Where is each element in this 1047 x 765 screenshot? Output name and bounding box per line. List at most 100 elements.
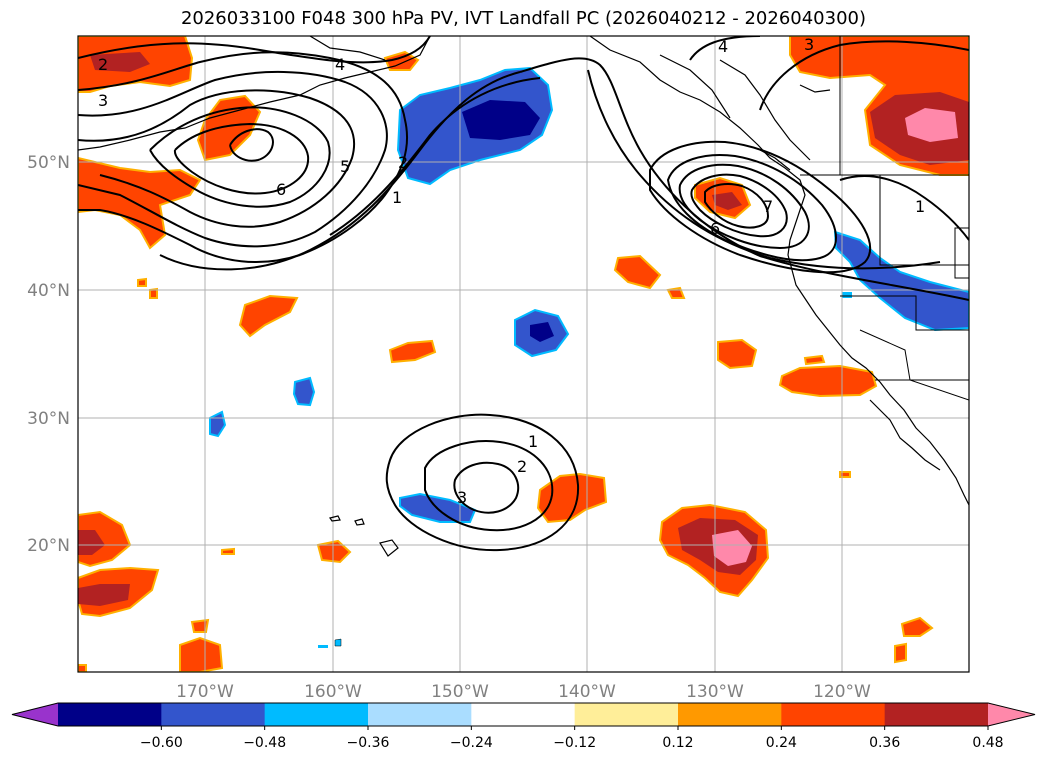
lat-label: 50°N xyxy=(27,153,70,173)
map-frame xyxy=(77,35,970,673)
colorbar-extend-min xyxy=(12,703,58,726)
positive-anomaly-region xyxy=(712,530,752,566)
positive-anomaly-region xyxy=(179,636,224,672)
colorbar-segment xyxy=(58,703,162,726)
colorbar-tick-label: −0.24 xyxy=(450,735,493,751)
contour-labels: 2 3 4 5 6 1 2 4 3 7 6 1 1 2 3 xyxy=(98,35,925,507)
pv-contour-line xyxy=(173,122,310,195)
pv-contour-line xyxy=(385,413,580,552)
contour-label: 3 xyxy=(457,488,467,507)
positive-anomaly-region xyxy=(613,254,662,290)
negative-anomaly-region xyxy=(334,638,342,647)
lat-label: 20°N xyxy=(27,536,70,556)
contour-label: 5 xyxy=(340,157,350,176)
positive-anomaly-region xyxy=(137,277,147,287)
colorbar-extend-max xyxy=(988,703,1035,726)
positive-anomaly-region xyxy=(905,108,958,142)
pv-contour-line xyxy=(329,77,541,236)
pv-contour-line xyxy=(649,140,871,274)
negative-anomaly-region xyxy=(292,376,316,407)
positive-anomaly-region xyxy=(238,294,299,338)
contour-label: 4 xyxy=(335,55,345,74)
positive-anomaly-region xyxy=(190,618,210,633)
colorbar-segment xyxy=(264,703,369,726)
positive-anomaly-region xyxy=(900,616,934,637)
graticule xyxy=(78,36,969,672)
pv-contour-line xyxy=(453,461,520,514)
lat-label: 30°N xyxy=(27,409,70,429)
colorbar-tick-label: 0.36 xyxy=(869,735,900,751)
pv-contour-line xyxy=(149,106,331,208)
colorbar-segment xyxy=(471,703,576,726)
positive-anomaly-region xyxy=(90,52,150,72)
contour-label: 2 xyxy=(98,55,108,74)
political-borders xyxy=(800,36,969,401)
colorbar-tick-label: −0.12 xyxy=(553,735,596,751)
positive-anomaly-region xyxy=(778,364,878,398)
pv-contour-line xyxy=(666,154,837,262)
ivt-shading xyxy=(78,36,969,672)
positive-anomaly-region xyxy=(894,642,907,664)
contour-label: 4 xyxy=(718,37,728,56)
contour-label: 1 xyxy=(915,197,925,216)
contour-label: 3 xyxy=(804,35,814,54)
colorbar-segment xyxy=(161,703,266,726)
contour-label: 2 xyxy=(398,153,408,172)
positive-anomaly-region xyxy=(803,354,826,366)
positive-anomaly-region xyxy=(717,338,758,370)
positive-anomaly-region xyxy=(149,287,158,299)
positive-anomaly-region xyxy=(78,664,87,672)
contour-label: 6 xyxy=(710,219,720,238)
colorbar: −0.60 −0.48 −0.36 −0.24 −0.12 0.12 0.24 0.36 0.4… xyxy=(11,702,1036,751)
lon-label: 170°W xyxy=(176,682,234,702)
colorbar-outline xyxy=(11,702,1036,727)
pv-contour-line xyxy=(704,183,770,229)
lon-label: 130°W xyxy=(686,682,744,702)
pv-contour-line xyxy=(690,173,788,238)
colorbar-segment xyxy=(781,703,886,726)
positive-anomaly-region xyxy=(78,530,105,555)
colorbar-tick-label: −0.48 xyxy=(243,735,286,751)
lon-label: 140°W xyxy=(558,682,616,702)
contour-label: 1 xyxy=(392,188,402,207)
colorbar-segment xyxy=(678,703,782,726)
pv-contour-line xyxy=(424,440,554,532)
contour-label: 1 xyxy=(528,432,538,451)
colorbar-segment xyxy=(368,703,472,726)
contour-label: 6 xyxy=(276,180,286,199)
negative-anomaly-region xyxy=(462,100,540,140)
positive-anomaly-region xyxy=(388,339,437,364)
contour-label: 2 xyxy=(517,457,527,476)
pv-contours xyxy=(78,36,969,552)
negative-anomaly-region xyxy=(318,645,328,648)
map-title: 2026033100 F048 300 hPa PV, IVT Landfall… xyxy=(180,8,867,29)
colorbar-tick-label: 0.24 xyxy=(766,735,797,751)
positive-anomaly-region xyxy=(221,547,235,555)
colorbar-segment xyxy=(884,703,989,726)
pv-contour-line xyxy=(78,51,409,264)
latitude-labels: 50°N 40°N 30°N 20°N xyxy=(27,153,70,556)
pv-contour-line xyxy=(78,36,431,64)
longitude-labels: 170°W 160°W 150°W 140°W 130°W 120°W xyxy=(176,682,871,702)
colorbar-tick-label: −0.36 xyxy=(347,735,390,751)
lon-label: 150°W xyxy=(431,682,489,702)
pv-contour-line xyxy=(519,57,969,301)
lat-label: 40°N xyxy=(27,281,70,301)
colorbar-tick-label: 0.48 xyxy=(972,735,1003,751)
pv-contour-line xyxy=(78,71,388,248)
pv-contour-line xyxy=(229,128,274,162)
positive-anomaly-region xyxy=(78,584,130,606)
colorbar-tick-label: 0.12 xyxy=(662,735,693,751)
pv-contour-line xyxy=(159,71,521,271)
contour-label: 3 xyxy=(98,91,108,110)
lon-label: 160°W xyxy=(304,682,362,702)
lon-label: 120°W xyxy=(813,682,871,702)
pv-contour-line xyxy=(839,175,969,241)
contour-label: 7 xyxy=(763,197,773,216)
positive-anomaly-region xyxy=(316,539,352,564)
positive-anomaly-region xyxy=(712,192,742,210)
pv-contour-line xyxy=(759,40,969,111)
negative-anomaly-region xyxy=(530,322,554,342)
colorbar-tick-label: −0.60 xyxy=(140,735,183,751)
